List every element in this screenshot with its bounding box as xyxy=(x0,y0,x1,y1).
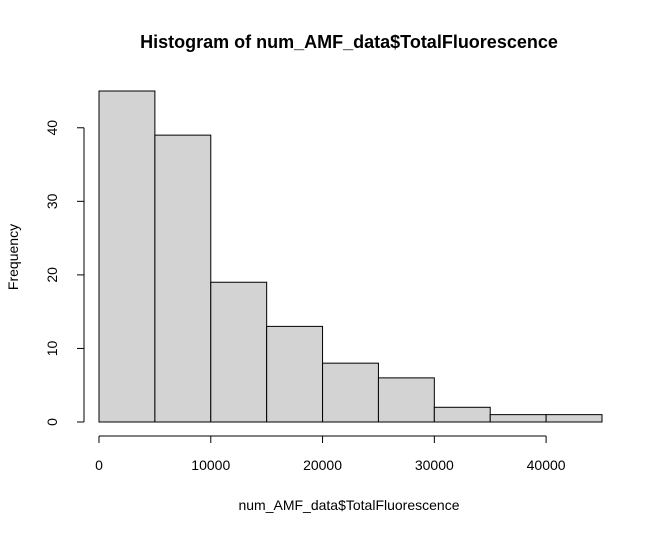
y-tick-label: 30 xyxy=(44,193,60,209)
x-tick-label: 40000 xyxy=(527,457,566,473)
histogram-bar-8 xyxy=(545,414,603,423)
histogram-bar-2 xyxy=(210,281,268,423)
histogram-bar-0 xyxy=(98,90,156,423)
histogram-bar-5 xyxy=(377,377,435,423)
x-tick-label: 10000 xyxy=(191,457,230,473)
y-tick-label: 10 xyxy=(44,340,60,356)
x-tick-label: 0 xyxy=(95,457,103,473)
y-tick-label: 40 xyxy=(44,120,60,136)
histogram-bar-7 xyxy=(489,414,547,423)
y-axis: 0 10 20 30 40 xyxy=(44,120,85,426)
x-tick-label: 30000 xyxy=(415,457,454,473)
y-axis-label: Frequency xyxy=(5,224,21,290)
x-axis: 0 10000 20000 30000 40000 xyxy=(95,435,566,473)
x-tick-label: 20000 xyxy=(303,457,342,473)
y-tick-label: 20 xyxy=(44,267,60,283)
x-axis-label: num_AMF_data$TotalFluorescence xyxy=(238,497,459,513)
histogram-bar-4 xyxy=(322,362,379,423)
y-tick-label: 0 xyxy=(44,418,60,426)
histogram-bar-3 xyxy=(266,325,324,423)
histogram-bar-6 xyxy=(433,406,491,423)
chart-title: Histogram of num_AMF_data$TotalFluoresce… xyxy=(140,32,558,52)
histogram-bar-1 xyxy=(154,134,212,423)
bars-group xyxy=(98,90,603,423)
